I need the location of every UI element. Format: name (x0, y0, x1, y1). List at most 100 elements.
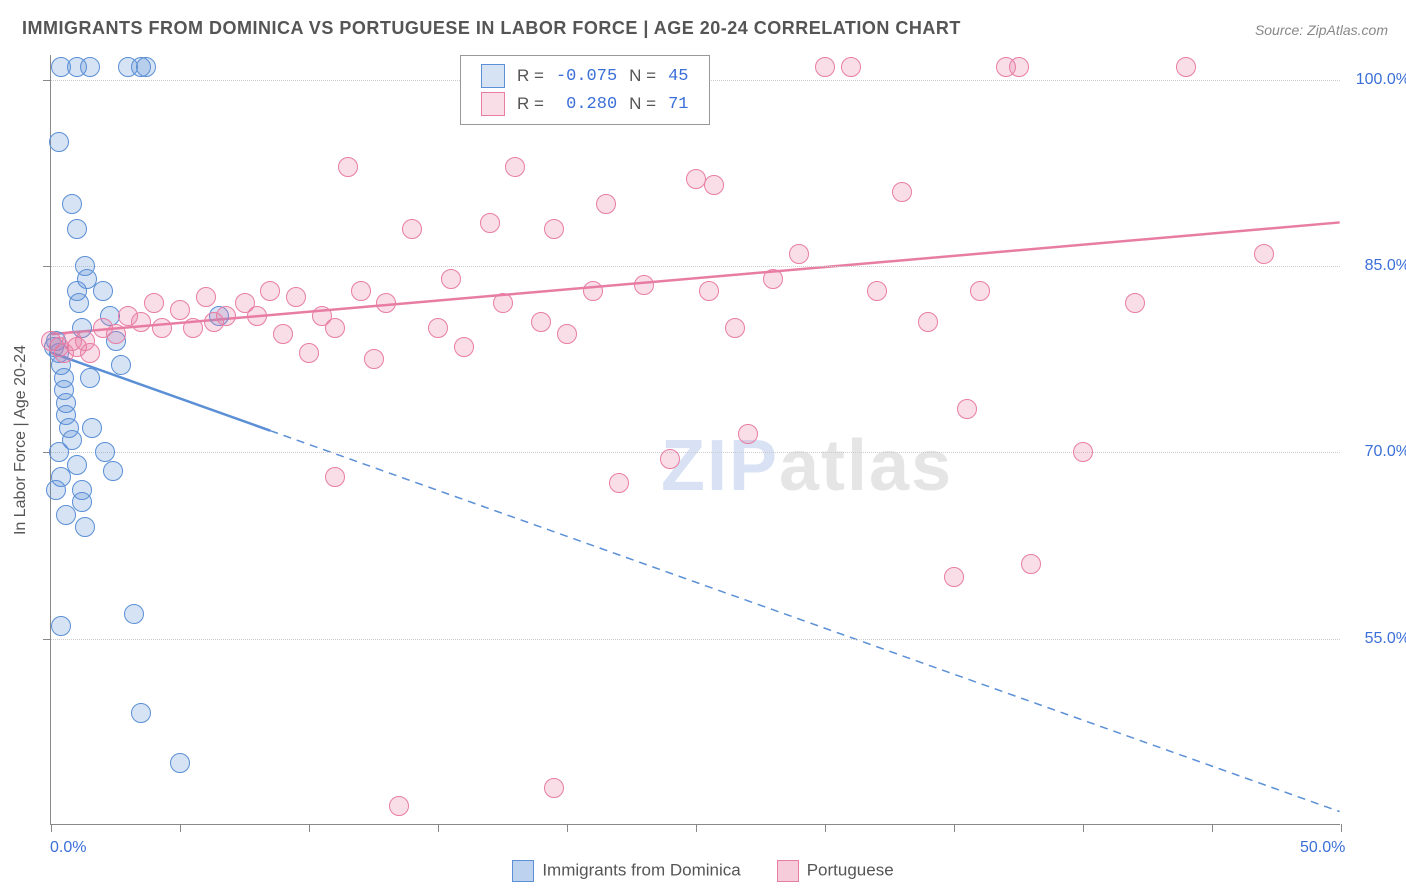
data-point (286, 287, 306, 307)
data-point (544, 778, 564, 798)
data-point (56, 505, 76, 525)
x-tick (438, 824, 439, 832)
legend-item: Portuguese (777, 860, 894, 882)
data-point (867, 281, 887, 301)
data-point (918, 312, 938, 332)
data-point (704, 175, 724, 195)
stats-legend: R =-0.075N =45R =0.280N =71 (460, 55, 710, 125)
y-tick-label: 70.0% (1350, 443, 1406, 461)
data-point (944, 567, 964, 587)
x-axis-max-label: 50.0% (1300, 839, 1345, 857)
data-point (493, 293, 513, 313)
data-point (738, 424, 758, 444)
r-value: 0.280 (550, 90, 623, 118)
y-axis-title: In Labor Force | Age 20-24 (12, 250, 30, 440)
x-tick (1341, 824, 1342, 832)
data-point (609, 473, 629, 493)
data-point (789, 244, 809, 264)
data-point (660, 449, 680, 469)
stats-row: R =-0.075N =45 (475, 62, 695, 90)
data-point (1009, 57, 1029, 77)
watermark: ZIPatlas (661, 425, 953, 507)
data-point (505, 157, 525, 177)
y-tick (43, 266, 51, 267)
data-point (364, 349, 384, 369)
x-tick (825, 824, 826, 832)
data-point (106, 324, 126, 344)
x-tick (567, 824, 568, 832)
stats-row: R =0.280N =71 (475, 90, 695, 118)
data-point (1254, 244, 1274, 264)
legend-label: Immigrants from Dominica (542, 860, 740, 879)
data-point (389, 796, 409, 816)
chart-title: IMMIGRANTS FROM DOMINICA VS PORTUGUESE I… (22, 18, 961, 39)
data-point (124, 604, 144, 624)
data-point (93, 281, 113, 301)
data-point (686, 169, 706, 189)
data-point (376, 293, 396, 313)
data-point (273, 324, 293, 344)
gridline (51, 452, 1340, 453)
gridline (51, 266, 1340, 267)
data-point (351, 281, 371, 301)
source-label: Source: ZipAtlas.com (1255, 22, 1388, 38)
data-point (544, 219, 564, 239)
data-point (970, 281, 990, 301)
y-tick (43, 80, 51, 81)
data-point (80, 343, 100, 363)
data-point (80, 57, 100, 77)
data-point (247, 306, 267, 326)
gridline (51, 639, 1340, 640)
data-point (454, 337, 474, 357)
data-point (1073, 442, 1093, 462)
data-point (144, 293, 164, 313)
data-point (95, 442, 115, 462)
legend-item: Immigrants from Dominica (512, 860, 740, 882)
data-point (841, 57, 861, 77)
data-point (136, 57, 156, 77)
y-tick-label: 85.0% (1350, 257, 1406, 275)
data-point (75, 517, 95, 537)
series-swatch (481, 92, 505, 116)
x-tick (1083, 824, 1084, 832)
data-point (67, 219, 87, 239)
data-point (583, 281, 603, 301)
data-point (634, 275, 654, 295)
x-tick (954, 824, 955, 832)
data-point (699, 281, 719, 301)
data-point (441, 269, 461, 289)
data-point (957, 399, 977, 419)
series-swatch (481, 64, 505, 88)
scatter-chart: ZIPatlas 55.0%70.0%85.0%100.0% (50, 55, 1340, 825)
data-point (596, 194, 616, 214)
data-point (131, 703, 151, 723)
data-point (67, 455, 87, 475)
x-tick (696, 824, 697, 832)
data-point (46, 480, 66, 500)
data-point (103, 461, 123, 481)
data-point (763, 269, 783, 289)
y-tick (43, 639, 51, 640)
data-point (41, 331, 61, 351)
data-point (80, 368, 100, 388)
data-point (299, 343, 319, 363)
data-point (170, 300, 190, 320)
data-point (49, 132, 69, 152)
legend-label: Portuguese (807, 860, 894, 879)
data-point (815, 57, 835, 77)
data-point (892, 182, 912, 202)
data-point (170, 753, 190, 773)
data-point (725, 318, 745, 338)
data-point (480, 213, 500, 233)
data-point (1176, 57, 1196, 77)
data-point (216, 306, 236, 326)
data-point (62, 194, 82, 214)
data-point (51, 616, 71, 636)
y-tick-label: 100.0% (1350, 71, 1406, 89)
data-point (1021, 554, 1041, 574)
data-point (111, 355, 131, 375)
n-label: N = (623, 62, 662, 90)
x-axis-min-label: 0.0% (50, 839, 86, 857)
data-point (82, 418, 102, 438)
r-value: -0.075 (550, 62, 623, 90)
